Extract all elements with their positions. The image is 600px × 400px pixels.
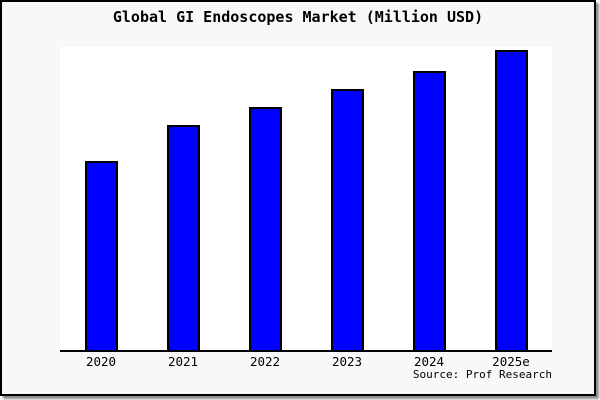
bar-2024: [412, 71, 446, 350]
bar-slot-2024: [388, 47, 470, 350]
bar-slot-2023: [306, 47, 388, 350]
x-tick-label-2024: 2024: [413, 354, 445, 369]
plot-area: [60, 47, 552, 352]
bar-slot-2021: [142, 47, 224, 350]
bar-2025e: [494, 50, 528, 350]
bar-2023: [330, 89, 364, 350]
x-tick-label-2023: 2023: [331, 354, 363, 369]
chart-title: Global GI Endoscopes Market (Million USD…: [112, 8, 484, 26]
x-tick-label-2020: 2020: [85, 354, 117, 369]
x-axis-labels: 2020 2021 2022 2023 2024 2025e: [60, 354, 552, 369]
x-tick-label-2021: 2021: [167, 354, 199, 369]
source-note: Source: Prof Research: [412, 368, 552, 381]
bar-slot-2022: [224, 47, 306, 350]
bar-2022: [248, 107, 282, 350]
bar-slot-2025e: [470, 47, 552, 350]
bar-2021: [166, 125, 200, 350]
bar-slot-2020: [60, 47, 142, 350]
x-tick-label-2025e: 2025e: [492, 354, 530, 369]
x-tick-label-2022: 2022: [249, 354, 281, 369]
bar-2020: [84, 161, 118, 350]
